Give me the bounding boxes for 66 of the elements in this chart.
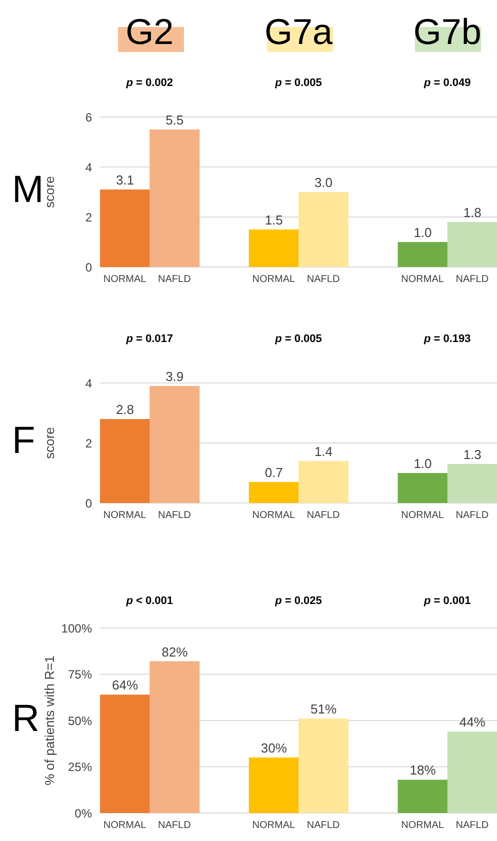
data-label: 44% (459, 714, 486, 730)
x-tick-label: NAFLD (456, 274, 489, 286)
data-label: 82% (162, 644, 188, 660)
data-label: 3.9 (166, 369, 184, 384)
data-label: 3.1 (116, 172, 134, 188)
text: F (12, 419, 36, 463)
y-tick-label: 0 (85, 260, 92, 274)
x-tick-label: NORMAL (103, 820, 147, 832)
x-tick-label: NORMAL (401, 510, 444, 522)
x-tick-label: NAFLD (158, 510, 191, 522)
text: M (12, 168, 44, 212)
text: p = 0.017 (125, 332, 174, 347)
text: p = 0.005 (274, 76, 323, 91)
data-label: 0.7 (264, 465, 283, 480)
text: G2 (124, 11, 175, 52)
y-tick-label: 0% (74, 806, 92, 820)
x-tick-label: NORMAL (401, 820, 444, 832)
y-tick-label: 6 (85, 110, 92, 124)
data-label: 18% (410, 762, 436, 778)
data-label: 1.4 (314, 444, 333, 459)
data-label: 1.3 (463, 447, 482, 462)
text: p = 0.025 (274, 594, 323, 609)
x-tick-label: NAFLD (158, 820, 191, 832)
x-tick-label: NORMAL (103, 274, 147, 286)
data-label: 30% (260, 740, 288, 756)
y-tick-label: 4 (85, 376, 92, 390)
y-tick-label: 0 (85, 496, 92, 510)
data-label: 1.0 (414, 225, 432, 240)
text: G7b (412, 11, 482, 52)
x-tick-label: NAFLD (306, 510, 340, 522)
x-tick-label: NAFLD (456, 510, 489, 522)
data-label: 5.5 (166, 112, 184, 128)
y-axis-title: % of patients with R=1 (42, 656, 57, 786)
text: p = 0.001 (422, 594, 472, 609)
x-tick-label: NAFLD (306, 274, 340, 286)
x-tick-label: NORMAL (103, 510, 147, 522)
x-tick-label: NORMAL (252, 820, 296, 832)
y-axis-title: score (42, 427, 57, 459)
x-tick-label: NORMAL (252, 274, 296, 286)
y-tick-label: 4 (85, 160, 92, 174)
data-label: 64% (112, 678, 138, 693)
text: G7a (263, 11, 334, 52)
text: p = 0.193 (422, 332, 472, 347)
data-label: 2.8 (116, 402, 134, 417)
data-label: 3.0 (314, 175, 333, 190)
text: p = 0.002 (125, 76, 174, 91)
x-tick-label: NAFLD (158, 274, 191, 286)
data-label: 51% (310, 702, 337, 717)
text: p < 0.001 (125, 594, 174, 609)
y-tick-label: 50% (68, 714, 92, 728)
y-tick-label: 2 (85, 436, 92, 450)
text: p = 0.049 (422, 76, 472, 91)
y-axis-title: score (42, 176, 57, 208)
text: p = 0.005 (274, 332, 323, 347)
data-label: 1.8 (463, 205, 482, 220)
x-tick-label: NAFLD (456, 820, 489, 832)
y-tick-label: 75% (68, 668, 92, 682)
data-label: 1.5 (264, 212, 283, 228)
y-tick-label: 100% (61, 621, 92, 636)
x-tick-label: NAFLD (306, 820, 340, 832)
text: R (12, 696, 40, 740)
y-tick-label: 2 (85, 210, 92, 224)
data-label: 1.0 (414, 456, 432, 471)
x-tick-label: NORMAL (401, 274, 444, 286)
x-tick-label: NORMAL (252, 510, 296, 522)
y-tick-label: 25% (68, 760, 92, 774)
